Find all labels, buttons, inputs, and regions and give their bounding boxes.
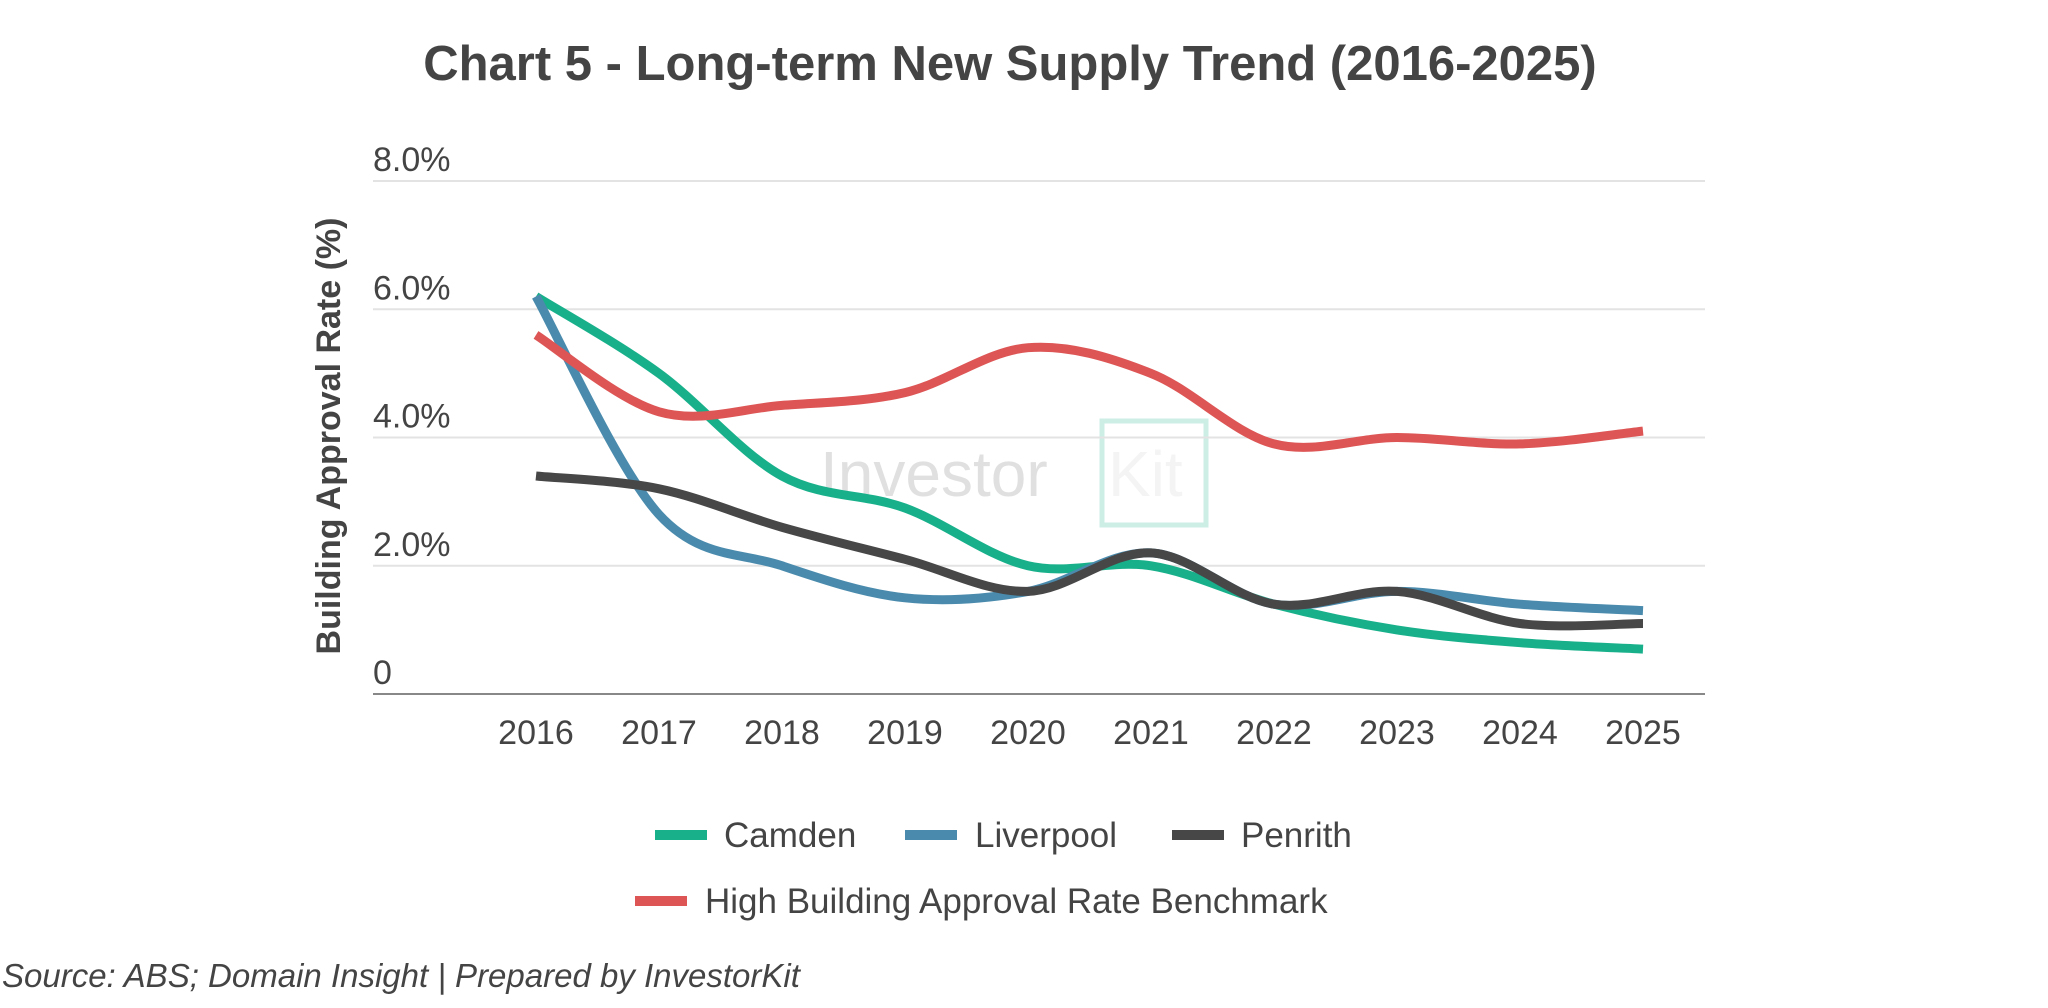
y-tick-label: 6.0% bbox=[373, 269, 451, 307]
x-tick-label: 2024 bbox=[1482, 714, 1558, 752]
x-axis-ticks: 2016 2017 2018 2019 2020 2021 2022 2023 2024 2025 bbox=[498, 714, 1681, 752]
x-tick-label: 2016 bbox=[498, 714, 574, 752]
y-tick-label: 0 bbox=[373, 654, 392, 692]
x-tick-label: 2019 bbox=[867, 714, 943, 752]
x-tick-label: 2021 bbox=[1113, 714, 1189, 752]
y-axis-title: Building Approval Rate (%) bbox=[310, 218, 348, 655]
chart-title: Chart 5 - Long-term New Supply Trend (20… bbox=[423, 37, 1597, 91]
x-tick-label: 2025 bbox=[1605, 714, 1681, 752]
series-line-high-building-approval-rate-benchmark bbox=[533, 331, 1644, 452]
watermark-accent-text: Kit bbox=[1108, 438, 1183, 510]
x-tick-label: 2022 bbox=[1236, 714, 1312, 752]
legend-label-high-building-approval-rate-benchmark: High Building Approval Rate Benchmark bbox=[705, 882, 1328, 921]
legend-label-camden: Camden bbox=[724, 816, 856, 855]
legend-label-penrith: Penrith bbox=[1241, 816, 1352, 855]
x-tick-label: 2017 bbox=[621, 714, 697, 752]
x-tick-label: 2018 bbox=[744, 714, 820, 752]
y-tick-label: 2.0% bbox=[373, 526, 451, 564]
series-line-penrith bbox=[535, 471, 1644, 631]
legend-label-liverpool: Liverpool bbox=[975, 816, 1117, 855]
x-tick-label: 2020 bbox=[990, 714, 1066, 752]
y-tick-label: 4.0% bbox=[373, 398, 451, 436]
chart-legend: Camden Liverpool Penrith High Building Appr… bbox=[635, 816, 1352, 921]
y-axis-ticks: 0 2.0% 4.0% 6.0% 8.0% bbox=[373, 141, 451, 692]
y-tick-label: 8.0% bbox=[373, 141, 451, 179]
series-lines bbox=[532, 292, 1644, 654]
x-tick-label: 2023 bbox=[1359, 714, 1435, 752]
source-note: Source: ABS; Domain Insight | Prepared b… bbox=[2, 957, 800, 994]
